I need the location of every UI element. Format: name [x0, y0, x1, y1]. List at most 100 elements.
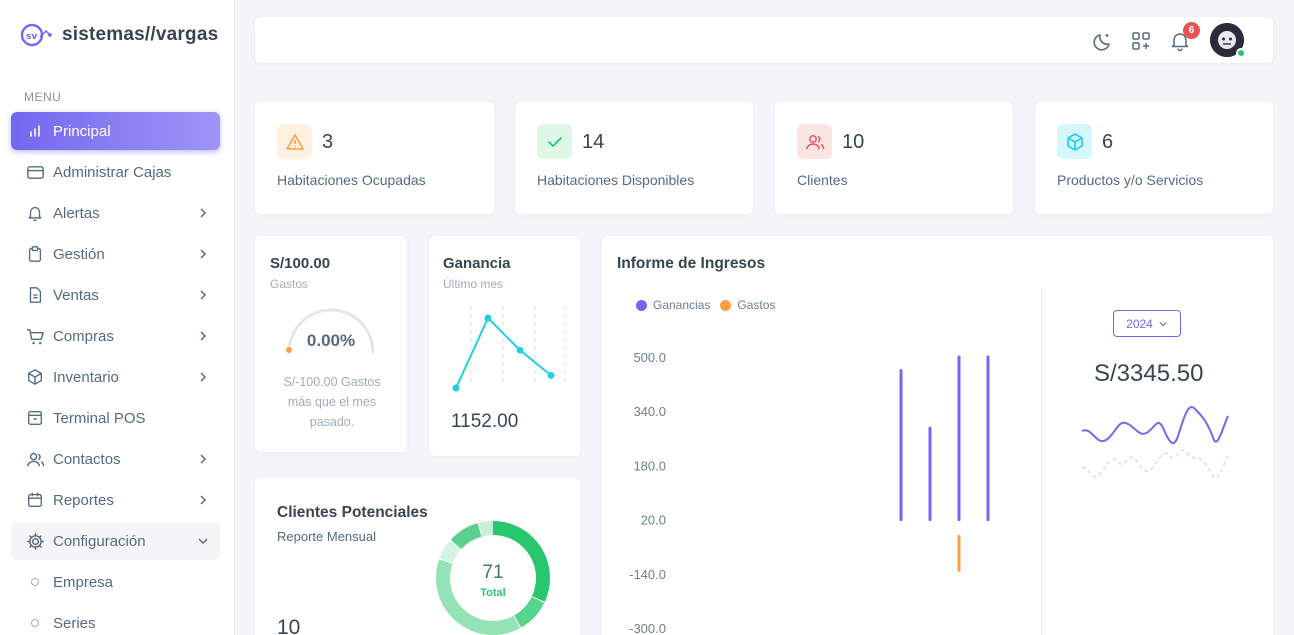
legend-item-ganancias[interactable]: Ganancias	[636, 298, 710, 312]
calendar-icon	[25, 490, 45, 510]
menu-header: MENU	[24, 90, 62, 104]
bell-icon[interactable]	[1169, 30, 1191, 52]
ganancia-value: 1152.00	[451, 411, 519, 432]
stat-card-productos: 6 Productos y/o Servicios	[1035, 102, 1273, 214]
sidebar: sv sistemas//vargas MENU Principal Admin…	[0, 0, 235, 635]
legend-item-gastos[interactable]: Gastos	[720, 298, 775, 312]
sidebar-item-alertas[interactable]: Alertas	[11, 194, 220, 232]
online-status-dot	[1236, 48, 1246, 58]
stat-value: 6	[1102, 131, 1114, 153]
gastos-gauge	[286, 308, 375, 354]
legend-label: Ganancias	[653, 298, 711, 312]
sidebar-item-label: Alertas	[53, 204, 100, 222]
trend-line-ganancias	[1081, 406, 1229, 445]
chevron-down-icon	[1159, 321, 1167, 326]
file-text-icon	[25, 285, 45, 305]
donut-segment	[436, 521, 550, 635]
sidebar-item-administrar-cajas[interactable]: Administrar Cajas	[11, 153, 220, 191]
stat-label: Productos y/o Servicios	[1057, 172, 1204, 188]
sidebar-item-inventario[interactable]: Inventario	[11, 358, 220, 396]
divider	[1041, 288, 1042, 635]
clientes-potenciales-card: Clientes Potenciales Reporte Mensual 10 …	[255, 478, 580, 635]
y-tick-label: -300.0	[629, 621, 666, 635]
avatar[interactable]	[1210, 23, 1246, 58]
moon-icon[interactable]	[1092, 30, 1114, 52]
avatar-image-icon	[1210, 23, 1244, 57]
ganancia-sparkline	[452, 306, 566, 392]
gastos-card: S/100.00 Gastos 0.00% S/-100.00 Gastos m…	[255, 236, 407, 452]
sidebar-item-label: Principal	[53, 122, 111, 140]
year-dropdown[interactable]: 2024	[1113, 310, 1181, 337]
top-navbar: 6	[255, 17, 1273, 63]
sidebar-item-reportes[interactable]: Reportes	[11, 481, 220, 519]
y-tick-label: 500.0	[633, 350, 666, 365]
legend-dot	[636, 299, 647, 311]
spark-point	[547, 371, 555, 379]
grid-plus-icon[interactable]	[1130, 30, 1152, 52]
sidebar-item-gestion[interactable]: Gestión	[11, 235, 220, 273]
sidebar-item-label: Ventas	[53, 286, 99, 304]
brand[interactable]: sv sistemas//vargas	[0, 0, 234, 70]
chevron-right-icon	[200, 454, 207, 464]
chevron-right-icon	[200, 331, 207, 341]
donut-label: Total	[480, 587, 506, 599]
chart-legend: Ganancias Gastos	[636, 298, 785, 312]
stat-value: 10	[842, 131, 865, 153]
users-icon	[797, 124, 832, 159]
stat-card-habitaciones-ocupadas: 3 Habitaciones Ocupadas	[255, 102, 494, 214]
spark-line	[455, 316, 552, 389]
spark-point	[516, 346, 524, 354]
clientes-potenciales-title: Clientes Potenciales	[277, 504, 428, 521]
sidebar-item-label: Reportes	[53, 491, 114, 509]
spark-point	[484, 314, 492, 322]
circle-icon	[31, 619, 39, 627]
stat-label: Habitaciones Disponibles	[537, 172, 695, 188]
stat-value: 14	[582, 131, 605, 153]
gear-icon	[25, 531, 45, 551]
box-icon	[25, 367, 45, 387]
ganancia-title: Ganancia	[443, 255, 511, 272]
legend-label: Gastos	[737, 298, 776, 312]
stat-card-habitaciones-disponibles: 14 Habitaciones Disponibles	[515, 102, 753, 214]
ganancia-sub: Último mes	[443, 277, 504, 291]
sidebar-item-compras[interactable]: Compras	[11, 317, 220, 355]
chevron-right-icon	[200, 290, 207, 300]
informe-trend-sparkline	[1081, 406, 1229, 479]
stat-label: Clientes	[797, 172, 848, 188]
sidebar-subitem-label: Series	[53, 614, 96, 632]
sidebar-item-ventas[interactable]: Ventas	[11, 276, 220, 314]
gastos-note: S/-100.00 Gastos más que el mes pasado.	[283, 375, 381, 429]
shopping-cart-icon	[25, 326, 45, 346]
sidebar-item-terminal-pos[interactable]: Terminal POS	[11, 399, 220, 437]
sidebar-item-label: Compras	[53, 327, 114, 345]
archive-icon	[25, 408, 45, 428]
check-icon	[537, 124, 572, 159]
notification-badge: 6	[1183, 22, 1200, 39]
sidebar-item-label: Inventario	[53, 368, 119, 386]
clientes-potenciales-sub: Reporte Mensual	[277, 529, 376, 544]
sidebar-subitem-series[interactable]: Series	[11, 604, 220, 635]
gauge-marker	[286, 347, 292, 353]
gauge-value: 0.00%	[306, 331, 356, 350]
y-tick-label: 180.0	[633, 458, 666, 473]
sidebar-item-label: Contactos	[53, 450, 121, 468]
sidebar-item-principal[interactable]: Principal	[11, 112, 220, 150]
stat-card-clientes: 10 Clientes	[775, 102, 1013, 214]
chart-bars-icon	[25, 121, 45, 141]
y-tick-label: 340.0	[633, 404, 666, 419]
chevron-right-icon	[200, 372, 207, 382]
stat-label: Habitaciones Ocupadas	[277, 172, 426, 188]
sidebar-item-configuracion[interactable]: Configuración	[11, 522, 220, 560]
chevron-down-icon	[198, 538, 208, 545]
gastos-label: Gastos	[270, 277, 309, 291]
sidebar-item-contactos[interactable]: Contactos	[11, 440, 220, 478]
y-tick-label: -140.0	[629, 567, 666, 582]
sidebar-menu: Principal Administrar Cajas Alertas Gest…	[0, 112, 234, 635]
donut-segment	[436, 521, 550, 635]
cube-icon	[1057, 124, 1092, 159]
brand-name: sistemas//vargas	[62, 24, 219, 45]
donut-total: 71	[482, 562, 504, 583]
clipboard-icon	[25, 244, 45, 264]
sidebar-item-label: Administrar Cajas	[53, 163, 172, 181]
sidebar-subitem-empresa[interactable]: Empresa	[11, 563, 220, 601]
